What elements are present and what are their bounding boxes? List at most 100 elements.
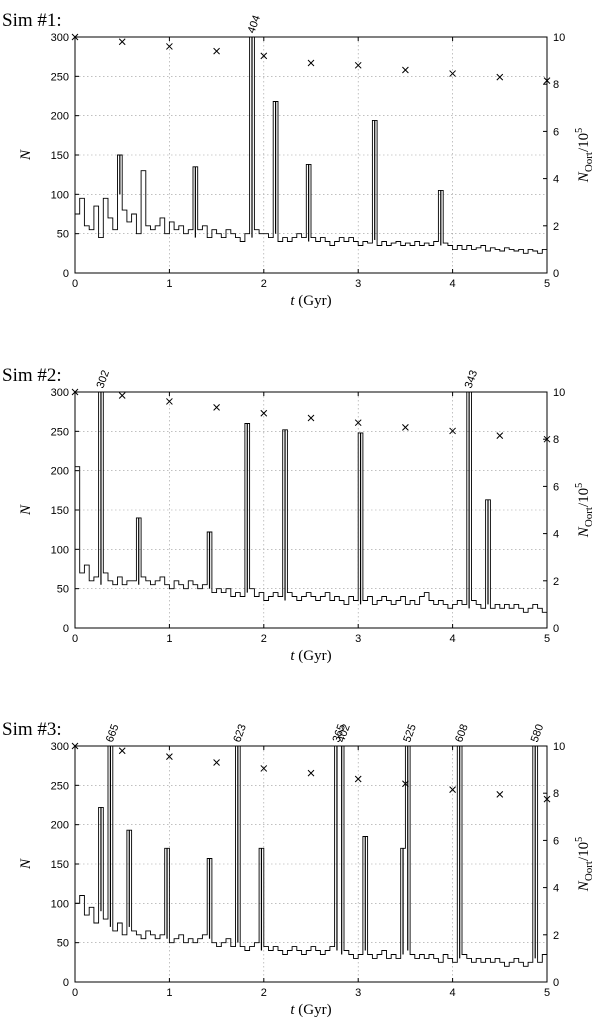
x-tick-label: 2 (261, 633, 267, 645)
y-tick-label: 200 (51, 111, 69, 123)
peak-label: 365 (331, 723, 349, 744)
peak-label: 608 (453, 723, 471, 744)
y-tick-label: 50 (57, 584, 69, 596)
y2-tick-label: 4 (553, 174, 559, 186)
y2-tick-label: 10 (553, 32, 565, 44)
series-line (75, 391, 547, 613)
x-tick-label: 3 (355, 633, 361, 645)
y2-tick-label: 2 (553, 930, 559, 942)
oort-marker (449, 70, 456, 77)
x-tick-label: 3 (355, 987, 361, 999)
y2-axis-label: NOort/105 (574, 837, 595, 892)
y-tick-label: 100 (51, 898, 69, 910)
peak-label: 665 (104, 723, 122, 744)
oort-marker (354, 61, 362, 69)
y2-tick-label: 4 (553, 883, 559, 895)
x-tick-label: 1 (166, 987, 172, 999)
y-tick-label: 300 (51, 32, 69, 44)
y-tick-label: 300 (51, 741, 69, 753)
oort-marker (260, 765, 268, 772)
panel-title: Sim #2: (2, 365, 62, 386)
y-tick-label: 250 (51, 780, 69, 792)
y-tick-label: 300 (51, 387, 69, 399)
oort-marker (118, 747, 126, 755)
panel-title: Sim #1: (2, 10, 62, 31)
x-axis-label: t (Gyr) (290, 648, 331, 664)
y-tick-label: 50 (57, 938, 69, 950)
oort-marker (213, 47, 220, 55)
oort-marker (118, 38, 126, 46)
y-tick-label: 0 (63, 623, 69, 635)
peak-label: 623 (231, 723, 249, 744)
y2-tick-label: 8 (553, 434, 559, 446)
x-tick-label: 2 (261, 278, 267, 290)
oort-marker (166, 753, 173, 760)
x-tick-label: 0 (72, 987, 78, 999)
y-tick-label: 150 (51, 859, 69, 871)
peak-label: 525 (401, 723, 419, 744)
peak-label: 343 (463, 369, 481, 390)
panel-title: Sim #3: (2, 719, 62, 740)
y-tick-label: 0 (63, 977, 69, 989)
x-tick-label: 5 (544, 987, 550, 999)
x-tick-label: 1 (166, 633, 172, 645)
y2-tick-label: 8 (553, 788, 559, 800)
oort-marker (449, 427, 456, 435)
x-axis-label: t (Gyr) (290, 1002, 331, 1018)
oort-marker (213, 403, 220, 411)
y-axis-label: N (18, 149, 34, 161)
y2-tick-label: 10 (553, 741, 565, 753)
y2-tick-label: 10 (553, 387, 565, 399)
y-tick-label: 250 (51, 71, 69, 83)
oort-marker (402, 424, 409, 431)
y-tick-label: 100 (51, 189, 69, 201)
x-axis-label: t (Gyr) (290, 293, 331, 309)
y2-tick-label: 0 (553, 977, 559, 989)
y2-tick-label: 8 (553, 79, 559, 91)
oort-marker (307, 769, 315, 777)
x-tick-label: 0 (72, 278, 78, 290)
x-tick-label: 5 (544, 633, 550, 645)
y2-tick-label: 6 (553, 126, 559, 138)
peak-label: 580 (529, 723, 547, 744)
oort-marker (118, 392, 126, 399)
y2-tick-label: 4 (553, 529, 559, 541)
oort-marker (213, 759, 220, 766)
x-tick-label: 4 (450, 987, 456, 999)
oort-marker (496, 432, 504, 440)
oort-marker (354, 419, 362, 427)
x-tick-label: 4 (450, 278, 456, 290)
x-tick-label: 1 (166, 278, 172, 290)
oort-marker (260, 409, 268, 417)
y-tick-label: 200 (51, 466, 69, 478)
y2-tick-label: 6 (553, 481, 559, 493)
oort-marker (307, 414, 315, 422)
y2-tick-label: 0 (553, 268, 559, 280)
y2-axis-label: NOort/105 (574, 128, 595, 183)
oort-marker (354, 775, 362, 783)
oort-marker (307, 59, 315, 67)
oort-marker (496, 791, 504, 798)
oort-marker (402, 66, 409, 74)
y-tick-label: 50 (57, 229, 69, 241)
peak-label: 402 (335, 723, 353, 744)
oort-marker (166, 43, 173, 50)
oort-marker (496, 73, 504, 81)
oort-marker (402, 780, 409, 788)
y-tick-label: 0 (63, 268, 69, 280)
peak-label: 404 (246, 14, 264, 35)
y2-tick-label: 2 (553, 576, 559, 588)
y-tick-label: 250 (51, 426, 69, 438)
y2-axis-label: NOort/105 (574, 483, 595, 538)
y2-tick-label: 2 (553, 221, 559, 233)
oort-marker (449, 786, 456, 794)
y-axis-label: N (18, 504, 34, 516)
peak-label: 302 (95, 369, 113, 390)
series-line (75, 745, 547, 967)
x-tick-label: 2 (261, 987, 267, 999)
x-tick-label: 0 (72, 633, 78, 645)
series-line (75, 36, 547, 254)
